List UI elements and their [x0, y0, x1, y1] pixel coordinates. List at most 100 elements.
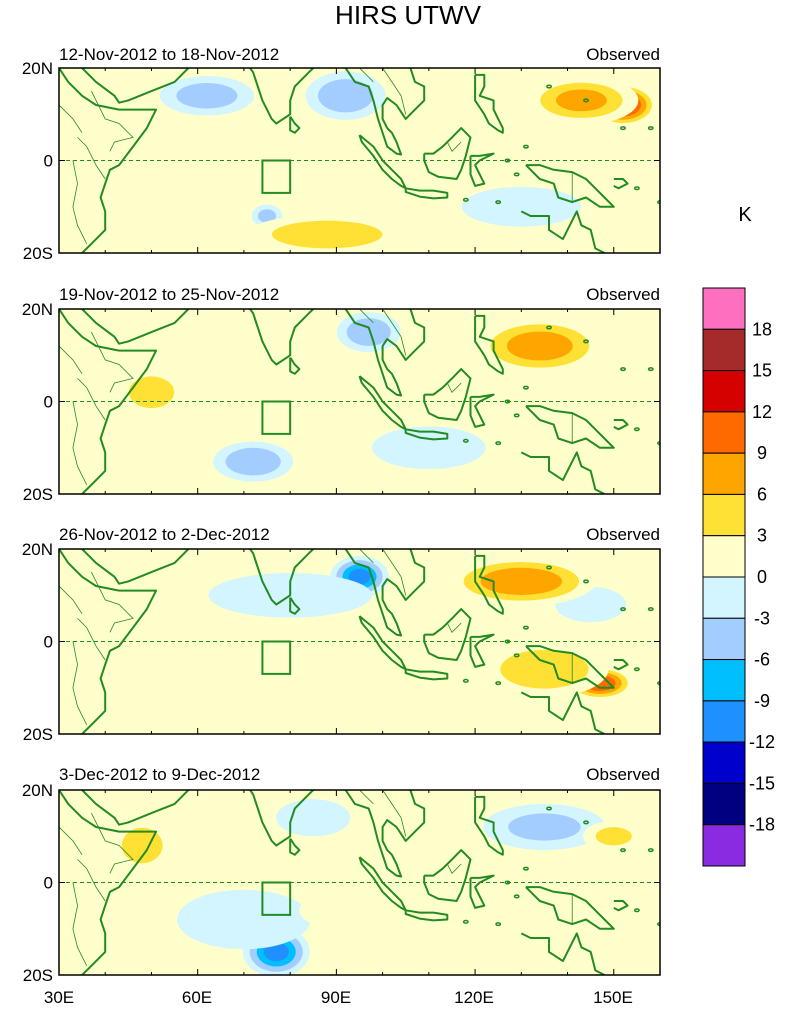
y-tick-label: 20S: [23, 725, 53, 744]
country-border: [72, 160, 88, 244]
x-tick-label: 120E: [454, 988, 494, 1007]
anomaly-contour: [271, 220, 383, 249]
island: [513, 413, 520, 418]
coastline: [469, 874, 495, 909]
anomaly-contour: [555, 89, 607, 112]
panel-4-coastlines: [59, 790, 660, 975]
country-border: [446, 863, 462, 874]
coastline: [81, 68, 190, 104]
island: [546, 84, 552, 89]
country-border: [382, 549, 407, 596]
coastline: [613, 178, 629, 190]
island: [583, 579, 589, 584]
y-tick-label: 20N: [22, 300, 53, 319]
y-tick-label: 20N: [22, 781, 53, 800]
coastline: [404, 668, 449, 681]
country-border: [91, 90, 134, 152]
x-tick-label: 150E: [593, 988, 633, 1007]
coastline: [358, 375, 407, 431]
country-border: [77, 378, 106, 421]
country-border: [446, 622, 462, 633]
analysis-box: [261, 159, 292, 194]
coastline: [59, 309, 158, 494]
island: [504, 880, 511, 885]
y-tick-label: 20N: [22, 540, 53, 559]
island: [462, 197, 469, 202]
country-border: [59, 345, 83, 375]
country-border: [382, 309, 407, 356]
coastline: [520, 932, 605, 975]
country-border: [382, 790, 407, 837]
colorbar-label: 18: [752, 319, 772, 339]
country-border: [77, 859, 106, 902]
island: [546, 565, 552, 570]
coastline: [344, 68, 426, 156]
island: [620, 848, 626, 853]
anomaly-contour: [263, 942, 289, 962]
island: [522, 625, 529, 630]
island: [495, 681, 502, 686]
colorbar-label: -3: [754, 608, 770, 628]
coastline: [358, 856, 407, 912]
y-tick-label: 0: [44, 874, 53, 893]
panel-3-date-range: 26-Nov-2012 to 2-Dec-2012: [59, 525, 270, 544]
country-border: [72, 882, 88, 966]
colorbar-label: 15: [752, 361, 772, 381]
country-border: [359, 68, 374, 83]
y-tick-label: 0: [44, 152, 53, 171]
coastline: [520, 451, 605, 494]
colorbar-label: -6: [754, 650, 770, 670]
coastline: [289, 357, 301, 375]
x-tick-label: 60E: [182, 988, 212, 1007]
island: [633, 667, 640, 672]
country-border: [359, 790, 374, 805]
colorbar-swatch: [702, 659, 746, 702]
island: [546, 806, 552, 811]
coastline: [234, 549, 315, 606]
coastline: [469, 633, 495, 668]
coastline: [520, 691, 605, 734]
island: [462, 678, 469, 683]
colorbar-label: 9: [757, 443, 767, 463]
anomaly-contour: [128, 376, 175, 409]
map-panel-2: 19-Nov-2012 to 25-Nov-2012 Observed 20N 0…: [22, 285, 661, 504]
anomaly-contour: [318, 79, 374, 113]
country-border: [359, 309, 374, 324]
map-panel-3: 26-Nov-2012 to 2-Dec-2012 Observed 20N02…: [22, 525, 661, 744]
island: [504, 399, 511, 404]
colorbar-label: -15: [749, 773, 775, 793]
island: [522, 385, 529, 390]
colorbar-label: 6: [757, 484, 767, 504]
coastline: [81, 790, 190, 826]
coastline: [59, 790, 158, 975]
panel-4-observed-label: Observed: [586, 765, 660, 784]
analysis-box: [261, 881, 292, 916]
coastline: [344, 309, 426, 397]
island: [620, 607, 626, 612]
country-border: [77, 618, 106, 661]
figure-title: HIRS UTWV: [335, 0, 482, 30]
coastline: [474, 314, 504, 375]
island: [647, 367, 654, 372]
coastline: [469, 393, 495, 428]
island: [504, 639, 511, 644]
panel-1-frame: 20N 0 20S: [22, 59, 661, 263]
coastline: [613, 900, 629, 912]
colorbar-swatch: [702, 493, 746, 537]
coastline: [474, 795, 504, 856]
colorbar-swatch: [702, 700, 746, 743]
y-tick-label: 0: [44, 393, 53, 412]
coastline: [423, 127, 472, 180]
country-border: [91, 571, 134, 633]
anomaly-contour: [508, 813, 581, 841]
anomaly-contour: [480, 567, 563, 595]
anomaly-contour: [513, 928, 603, 966]
y-tick-label: 0: [44, 633, 53, 652]
panel-2-frame: 20N 0 20S: [22, 300, 661, 504]
country-border: [359, 549, 374, 564]
coastline: [525, 645, 615, 689]
coastline: [404, 909, 449, 922]
colorbar-swatch: [702, 741, 746, 784]
country-border: [59, 585, 83, 615]
